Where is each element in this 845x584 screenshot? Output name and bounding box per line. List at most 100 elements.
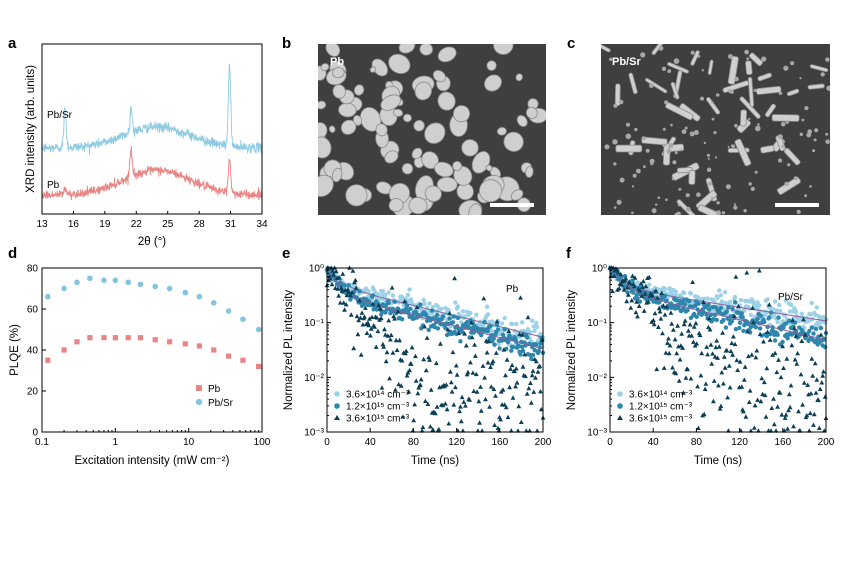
decay-point — [742, 364, 748, 369]
decay-point — [408, 306, 413, 311]
sem-particle — [655, 203, 658, 206]
decay-point — [799, 338, 805, 343]
sem-pbsr-scale-bar — [775, 203, 819, 207]
sem-rod — [665, 102, 694, 121]
decay-y-tick-label: 10⁰ — [309, 264, 324, 275]
decay-point — [384, 349, 390, 355]
decay-point — [350, 268, 356, 273]
decay-point — [699, 350, 705, 356]
decay-point — [416, 385, 422, 390]
decay-point — [816, 397, 821, 403]
decay-legend-marker — [617, 415, 623, 420]
decay-point — [674, 350, 680, 356]
sem-particle — [793, 176, 798, 181]
decay-point — [719, 370, 725, 375]
decay-point — [625, 285, 630, 290]
decay-point — [704, 344, 710, 349]
decay-point — [373, 344, 379, 349]
decay-point — [390, 293, 396, 298]
sem-grain — [398, 44, 416, 54]
decay-point — [465, 369, 471, 375]
decay-point — [780, 339, 785, 345]
decay-point — [771, 396, 776, 401]
decay-point — [691, 324, 697, 329]
decay-point — [821, 369, 826, 374]
sem-particle — [613, 103, 618, 108]
sem-grain — [345, 184, 368, 207]
decay-x-tick-label: 160 — [491, 437, 508, 448]
decay-point — [535, 324, 540, 330]
sem-particle — [667, 69, 672, 73]
decay-x-tick-label: 0 — [607, 437, 613, 448]
plqe-point-pbsr — [87, 275, 93, 282]
decay-point — [526, 385, 532, 391]
decay-point — [486, 338, 492, 344]
decay-point — [413, 378, 419, 383]
decay-point — [457, 408, 462, 414]
decay-point — [785, 336, 790, 341]
decay-point — [520, 320, 525, 325]
sem-particle — [662, 127, 666, 131]
plqe-point-pb — [182, 341, 188, 347]
decay-point — [342, 283, 347, 288]
plqe-point-pbsr — [125, 279, 132, 286]
sem-particle — [754, 170, 758, 174]
decay-point — [392, 316, 397, 321]
decay-point — [476, 398, 482, 404]
decay-point — [514, 321, 519, 327]
decay-point — [681, 390, 686, 395]
decay-point — [769, 405, 775, 410]
sem-particle — [814, 128, 819, 133]
decay-point — [357, 298, 362, 303]
decay-point — [530, 352, 536, 358]
decay-point — [628, 305, 634, 310]
decay-point — [768, 310, 774, 315]
decay-point — [696, 301, 701, 306]
xrd-x-tick-label: 22 — [131, 219, 143, 230]
decay-point — [741, 328, 746, 334]
decay-point — [448, 369, 453, 374]
decay-point — [762, 392, 768, 398]
decay-point — [375, 292, 381, 297]
sem-particle — [750, 186, 755, 191]
decay-point — [708, 342, 714, 347]
decay-point — [732, 300, 738, 305]
sem-grain — [413, 119, 425, 132]
decay-point — [459, 394, 465, 400]
decay-point — [509, 321, 515, 327]
sem-particle — [612, 139, 618, 145]
decay-point — [703, 381, 709, 386]
decay-point — [491, 386, 497, 391]
decay-point — [755, 316, 760, 321]
sem-rod — [809, 64, 829, 73]
decay-point — [370, 293, 376, 298]
decay-point — [790, 317, 795, 322]
xrd-x-tick-label: 19 — [99, 219, 111, 230]
decay-point — [525, 327, 531, 332]
decay-point — [366, 322, 372, 328]
decay-point — [737, 359, 743, 364]
decay-point — [777, 390, 783, 395]
decay-point — [694, 314, 699, 319]
decay-point — [672, 337, 678, 342]
decay-point — [749, 352, 755, 357]
panel-letter-d: d — [8, 245, 17, 262]
decay-point — [794, 361, 800, 366]
decay-y-tick-label: 10⁻² — [304, 373, 324, 384]
decay-point — [337, 300, 343, 305]
decay-point — [421, 356, 427, 362]
decay-point — [396, 381, 402, 387]
decay-point — [538, 331, 543, 337]
decay-point — [497, 346, 502, 351]
plqe-point-pbsr — [196, 293, 203, 300]
decay-point — [710, 351, 715, 356]
decay-x-tick-label: 40 — [648, 437, 660, 448]
decay-legend-label: 3.6×10¹⁵ cm⁻³ — [346, 414, 410, 425]
decay-point — [418, 382, 423, 387]
decay-point — [494, 322, 500, 328]
decay-point — [443, 325, 448, 331]
decay-point — [372, 324, 377, 329]
decay-point — [459, 329, 465, 335]
decay-point — [789, 342, 795, 348]
sem-particle — [728, 54, 733, 59]
